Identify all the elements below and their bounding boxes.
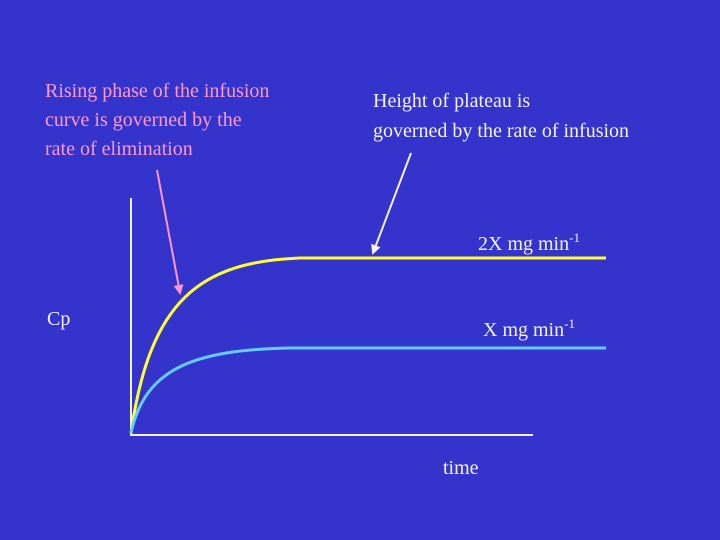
curve-label: 2X mg min-1 [478, 230, 580, 255]
rising-phase-annotation: Rising phase of the infusion curve is go… [45, 80, 274, 160]
arrow [156, 169, 184, 295]
x-axis-label: time [443, 457, 479, 479]
curve-label: X mg min-1 [483, 316, 575, 341]
annotation-line: governed by the rate of infusion [373, 120, 629, 142]
label-superscript: -1 [569, 230, 580, 245]
label-superscript: -1 [564, 316, 575, 331]
arrow [371, 152, 412, 255]
plateau-annotation: Height of plateau is governed by the rat… [373, 90, 629, 142]
curve-x [129, 346, 606, 434]
annotation-line: Rising phase of the infusion [45, 80, 269, 102]
label-text: X mg min [483, 319, 564, 341]
label-text: 2X mg min [478, 233, 569, 255]
curve-2x [129, 256, 606, 434]
annotation-line: curve is governed by the [45, 109, 242, 131]
y-axis-label: Cp [47, 308, 70, 330]
annotation-line: rate of elimination [45, 138, 193, 160]
annotation-line: Height of plateau is [373, 90, 530, 112]
